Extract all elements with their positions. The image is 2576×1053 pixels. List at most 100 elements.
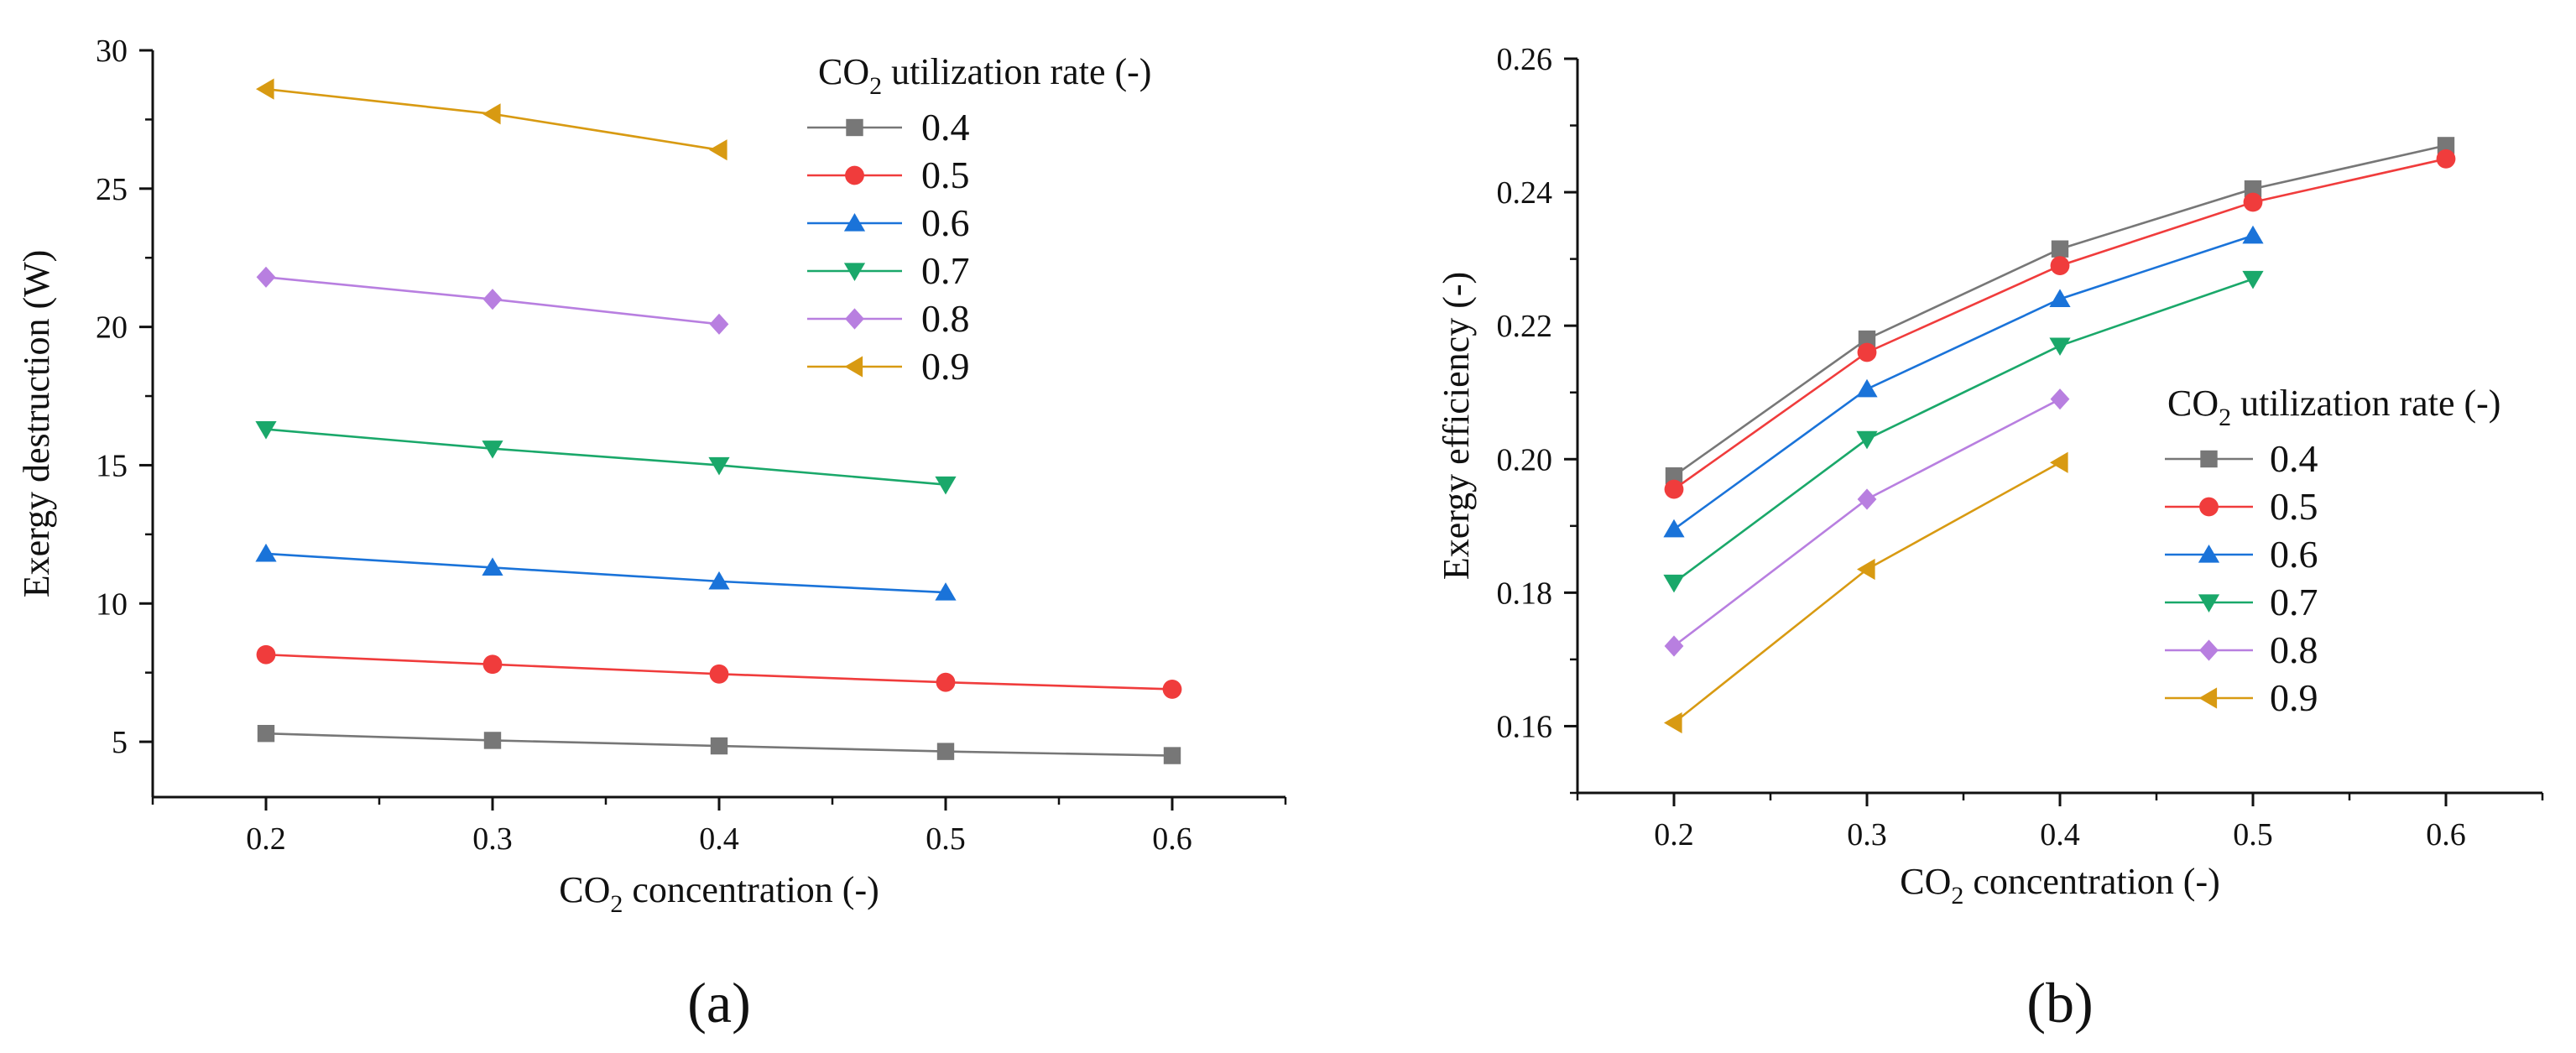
y-tick-label: 0.20 [1497, 442, 1553, 477]
chart-panel-a: 0.2 0.3 0.4 0.5 0.6 5 10 15 20 25 30 Exergy destruc… [16, 34, 1287, 1035]
data-point [1163, 747, 1181, 764]
x-axis-label: CO2 concentration (-) [559, 869, 879, 918]
legend-label: 0.6 [2270, 533, 2318, 576]
data-point [2051, 240, 2069, 258]
series-0.5 [256, 644, 1182, 699]
legend-marker [844, 356, 863, 378]
legend-item-0.6: 0.6 [807, 201, 970, 244]
data-point [708, 571, 730, 590]
legend-title: CO2 utilization rate (-) [2167, 383, 2500, 431]
data-point [709, 664, 729, 684]
series-line [265, 428, 946, 486]
y-tick-label: 0.18 [1497, 576, 1553, 611]
y-tick-label: 0.26 [1497, 42, 1553, 77]
x-tick-label: 0.4 [2040, 817, 2080, 852]
data-point [1663, 519, 1685, 538]
y-tick-label: 20 [96, 310, 128, 346]
legend-label: 0.4 [2270, 437, 2318, 480]
series-0.4 [1665, 137, 2455, 485]
series-0.4 [257, 724, 1181, 764]
chart-panel-b: 0.2 0.3 0.4 0.5 0.6 0.16 0.18 0.20 0.22 0.24 0.26 E… [1436, 42, 2544, 1035]
data-point [482, 557, 503, 576]
data-point [2436, 149, 2456, 169]
legend-marker [846, 118, 863, 137]
data-point [256, 78, 274, 100]
x-tick-label: 0.2 [1654, 817, 1694, 852]
legend-label: 0.9 [921, 345, 970, 388]
x-axis-label-main: CO [1900, 861, 1951, 902]
series-0.7 [255, 420, 957, 495]
legend: CO2 utilization rate (-) 0.4 0.5 0.6 0.7 0.8 0… [2165, 383, 2500, 719]
legend-title-main: CO [2167, 383, 2219, 424]
legend-item-0.8: 0.8 [2165, 628, 2318, 671]
y-axis-label: Exergy destruction (W) [16, 250, 57, 598]
data-point [1664, 635, 1684, 657]
data-point [2049, 289, 2071, 307]
x-tick-label: 0.5 [926, 821, 966, 857]
data-point [482, 103, 501, 125]
series-0.6 [255, 543, 957, 601]
data-point [2244, 180, 2262, 198]
data-point [2242, 225, 2264, 244]
x-axis-label: CO2 concentration (-) [1900, 861, 2220, 910]
legend-marker [2198, 545, 2220, 563]
y-tick-label: 0.22 [1497, 309, 1553, 344]
data-point [936, 672, 956, 692]
series-0.8 [1664, 388, 2070, 657]
series-line [1673, 278, 2254, 584]
legend-item-0.4: 0.4 [807, 106, 970, 149]
legend-marker [843, 263, 866, 281]
y-tick-label: 15 [96, 448, 128, 483]
data-point [482, 440, 503, 459]
data-point [935, 582, 957, 601]
legend-title-rest: utilization rate (-) [2231, 383, 2500, 424]
data-point [1663, 574, 1685, 593]
y-tick-label: 25 [96, 172, 128, 207]
panel-label: (a) [687, 971, 750, 1035]
x-axis-label-rest: concentration (-) [1963, 861, 2219, 902]
legend-label: 0.7 [921, 249, 970, 292]
y-axis-label: Exergy efficiency (-) [1436, 272, 1477, 580]
data-point [256, 266, 276, 288]
data-point [1162, 680, 1182, 699]
legend-label: 0.5 [2270, 485, 2318, 528]
legend-label: 0.9 [2270, 676, 2318, 719]
panel-label: (b) [2026, 971, 2093, 1035]
legend-item-0.5: 0.5 [2165, 485, 2318, 528]
y-tick-label: 0.24 [1497, 175, 1553, 211]
data-point [482, 289, 503, 310]
series-line [265, 552, 946, 594]
data-point [935, 476, 957, 495]
legend-marker [2198, 687, 2218, 709]
data-point [2050, 451, 2068, 473]
data-point [1856, 378, 1878, 398]
series-0.9 [256, 78, 727, 161]
legend-label: 0.8 [921, 297, 970, 340]
data-point [256, 644, 276, 665]
data-point [255, 420, 277, 440]
x-tick-label: 0.6 [1152, 821, 1192, 857]
data-point [2242, 270, 2264, 289]
x-tick-label: 0.4 [699, 821, 739, 857]
data-point [255, 543, 277, 562]
legend-title-main: CO [818, 51, 869, 92]
legend-title: CO2 utilization rate (-) [818, 51, 1151, 100]
legend-item-0.8: 0.8 [807, 297, 970, 340]
legend-label: 0.5 [921, 154, 970, 196]
data-point [257, 724, 275, 743]
legend-marker [2200, 450, 2218, 468]
data-point [2049, 337, 2071, 357]
legend-title-sub: 2 [869, 72, 882, 100]
series-line [1673, 234, 2254, 530]
x-tick-label: 0.6 [2426, 817, 2466, 852]
legend-title-sub: 2 [2219, 404, 2231, 431]
series-0.5 [1664, 149, 2456, 499]
data-point [710, 737, 728, 755]
x-tick-label: 0.2 [246, 821, 286, 857]
data-point [1857, 488, 1877, 510]
legend-marker [2198, 594, 2220, 613]
x-tick-label: 0.5 [2233, 817, 2273, 852]
y-tick-label: 5 [112, 725, 128, 760]
legend-item-0.4: 0.4 [2165, 437, 2318, 480]
